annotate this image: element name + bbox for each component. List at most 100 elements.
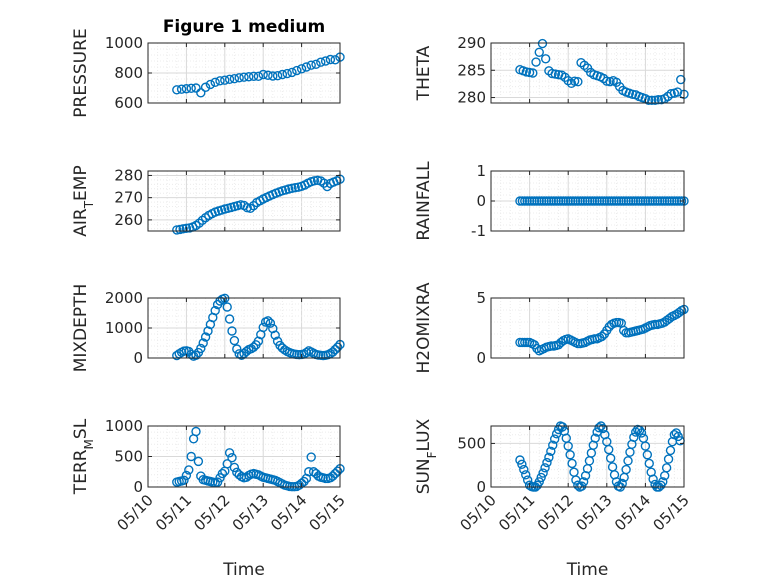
y-tick-label: 1000 <box>105 319 143 337</box>
data-point <box>540 54 551 64</box>
data-point <box>196 88 206 98</box>
data-point <box>172 225 182 235</box>
data-point <box>234 73 244 83</box>
data-point <box>658 477 668 487</box>
y-tick-label: 0 <box>133 349 143 367</box>
data-point <box>184 465 194 475</box>
data-point <box>666 89 676 99</box>
data-point <box>210 77 220 88</box>
y-tick-label: 500 <box>457 434 486 452</box>
data-point <box>602 76 612 86</box>
data-point <box>623 456 633 466</box>
data-point <box>332 466 343 476</box>
data-point <box>316 57 326 67</box>
data-point <box>661 463 672 473</box>
data-point <box>280 345 290 355</box>
data-point <box>215 296 225 306</box>
data-point <box>178 224 188 234</box>
data-point <box>519 464 529 475</box>
y-axis-label: RAINFALL <box>414 161 434 241</box>
data-point <box>229 73 240 84</box>
y-axis-label: MIXDEPTH <box>71 284 91 373</box>
data-point <box>191 350 201 360</box>
data-point <box>200 82 211 92</box>
data-point <box>540 463 550 473</box>
data-point <box>567 458 577 469</box>
y-axis-label: PRESSURE <box>71 28 91 117</box>
data-point <box>517 459 527 470</box>
y-tick-label: -1 <box>471 222 486 240</box>
data-point <box>521 470 531 480</box>
y-tick-label: 280 <box>457 89 486 107</box>
data-point <box>186 451 196 462</box>
data-point <box>193 456 204 467</box>
data-point <box>200 332 211 342</box>
data-point <box>224 448 235 458</box>
y-tick-label: 600 <box>114 94 143 112</box>
axes-box <box>490 42 685 104</box>
data-point <box>648 474 658 484</box>
data-point <box>328 471 338 481</box>
data-point <box>282 68 292 79</box>
x-axis-label: Time <box>566 560 609 580</box>
data-point <box>538 468 548 478</box>
data-point <box>270 330 280 340</box>
data-point <box>547 68 557 79</box>
data-point <box>546 446 556 456</box>
data-point <box>248 71 259 82</box>
y-tick-label: 0 <box>476 349 486 367</box>
subplot-4: -1 0 1 RAINFALL <box>414 161 689 241</box>
data-point <box>184 346 194 357</box>
data-point <box>224 74 235 85</box>
data-point <box>332 342 343 352</box>
data-point <box>229 335 240 346</box>
y-tick-label: 1000 <box>105 417 143 435</box>
data-point <box>241 472 252 482</box>
data-point <box>665 445 676 456</box>
data-point <box>653 95 663 105</box>
data-point <box>301 347 312 358</box>
x-tick-label: 05/12 <box>190 491 233 534</box>
data-point <box>322 181 332 192</box>
data-point <box>215 76 225 86</box>
data-point <box>186 83 196 94</box>
data-point <box>573 77 583 87</box>
data-point <box>176 84 187 94</box>
data-point <box>617 478 627 489</box>
x-tick-label: 05/13 <box>229 491 272 534</box>
data-point <box>569 76 580 86</box>
data-point <box>253 71 264 82</box>
data-point <box>181 84 192 94</box>
data-point <box>578 477 589 487</box>
data-point <box>330 344 340 355</box>
axes-box <box>490 425 685 488</box>
x-tick-label: 05/10 <box>457 491 500 534</box>
data-point <box>650 95 660 105</box>
data-point <box>205 79 216 90</box>
data-point <box>239 72 249 82</box>
data-point <box>642 450 653 460</box>
data-point <box>557 422 568 432</box>
data-point <box>521 67 532 77</box>
data-point <box>258 69 268 80</box>
data-point <box>198 338 208 348</box>
data-point <box>594 423 604 433</box>
x-tick-label: 05/11 <box>495 491 538 534</box>
data-point <box>590 433 600 443</box>
x-tick-label: 05/12 <box>534 491 577 534</box>
y-tick-label: 290 <box>457 34 486 52</box>
x-tick-label: 05/10 <box>114 491 157 534</box>
data-point <box>548 440 558 450</box>
y-axis-label: AIRTEMP <box>71 165 96 236</box>
data-point <box>263 316 273 326</box>
data-point <box>306 60 316 70</box>
data-point <box>292 65 302 76</box>
data-point <box>244 72 254 82</box>
data-point <box>325 54 336 65</box>
data-point <box>191 426 201 437</box>
data-point <box>515 455 525 465</box>
subplot-5: 0 1000 2000 MIXDEPTH <box>71 284 345 373</box>
data-point <box>673 431 683 442</box>
